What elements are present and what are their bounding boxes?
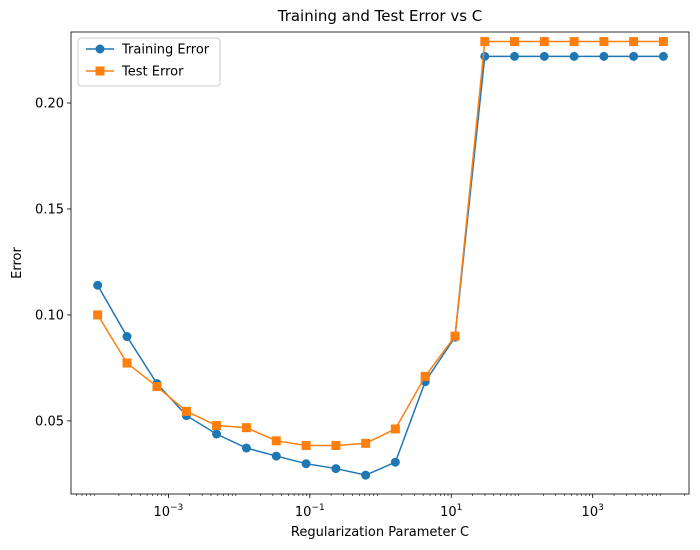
data-point bbox=[390, 457, 400, 467]
data-point bbox=[658, 37, 668, 47]
legend-item: Training Error bbox=[86, 43, 210, 58]
data-point bbox=[331, 440, 341, 450]
y-tick-label: 0.10 bbox=[35, 308, 64, 323]
data-point bbox=[420, 371, 430, 381]
legend-marker bbox=[95, 66, 105, 76]
y-tick-label: 0.15 bbox=[35, 202, 64, 217]
data-point bbox=[331, 464, 341, 474]
series-line-1 bbox=[96, 55, 664, 476]
data-point bbox=[539, 37, 549, 47]
data-point bbox=[122, 358, 132, 368]
x-tick-label: 10−3 bbox=[153, 503, 183, 520]
y-tick-label: 0.05 bbox=[35, 414, 64, 429]
data-point bbox=[212, 421, 222, 431]
data-point bbox=[569, 37, 579, 47]
data-point bbox=[181, 406, 191, 416]
y-tick-label: 0.20 bbox=[35, 96, 64, 111]
legend: Training Error Test Error bbox=[77, 37, 221, 87]
data-point bbox=[629, 37, 639, 47]
data-point bbox=[599, 51, 609, 61]
data-point bbox=[450, 331, 460, 341]
data-point bbox=[480, 37, 490, 47]
x-axis-label: Regularization Parameter C bbox=[291, 525, 469, 540]
data-point bbox=[241, 443, 251, 453]
data-point bbox=[271, 451, 281, 461]
data-point bbox=[122, 332, 132, 342]
data-point bbox=[658, 51, 668, 61]
data-point bbox=[152, 382, 162, 392]
legend-label: Test Error bbox=[121, 65, 184, 80]
data-point bbox=[93, 280, 103, 290]
plot-area bbox=[93, 37, 668, 480]
data-point bbox=[301, 459, 311, 469]
legend-box bbox=[77, 37, 221, 87]
x-tick-label: 10−1 bbox=[295, 503, 325, 520]
data-point bbox=[599, 37, 609, 47]
data-point bbox=[390, 424, 400, 434]
data-point bbox=[301, 440, 311, 450]
plot-frame bbox=[70, 31, 690, 495]
data-point bbox=[629, 51, 639, 61]
x-tick-label: 103 bbox=[582, 503, 604, 520]
y-axis-label: Error bbox=[10, 247, 25, 279]
series-line-2 bbox=[96, 40, 664, 447]
data-point bbox=[271, 436, 281, 446]
data-point bbox=[361, 470, 371, 480]
chart-title: Training and Test Error vs C bbox=[277, 7, 483, 25]
data-point bbox=[212, 429, 222, 439]
legend-item: Test Error bbox=[86, 65, 184, 80]
data-point bbox=[510, 51, 520, 61]
data-point bbox=[241, 423, 251, 433]
data-point bbox=[510, 37, 520, 47]
legend-marker bbox=[95, 44, 105, 54]
x-tick-label: 101 bbox=[440, 503, 462, 520]
data-point bbox=[569, 51, 579, 61]
data-point bbox=[93, 310, 103, 320]
legend-label: Training Error bbox=[121, 43, 210, 58]
data-point bbox=[480, 51, 490, 61]
data-point bbox=[361, 438, 371, 448]
axes: 10−3 10−1 101 103 0.05 0.10 0.15 0.20 bbox=[35, 31, 690, 520]
data-point bbox=[539, 51, 549, 61]
